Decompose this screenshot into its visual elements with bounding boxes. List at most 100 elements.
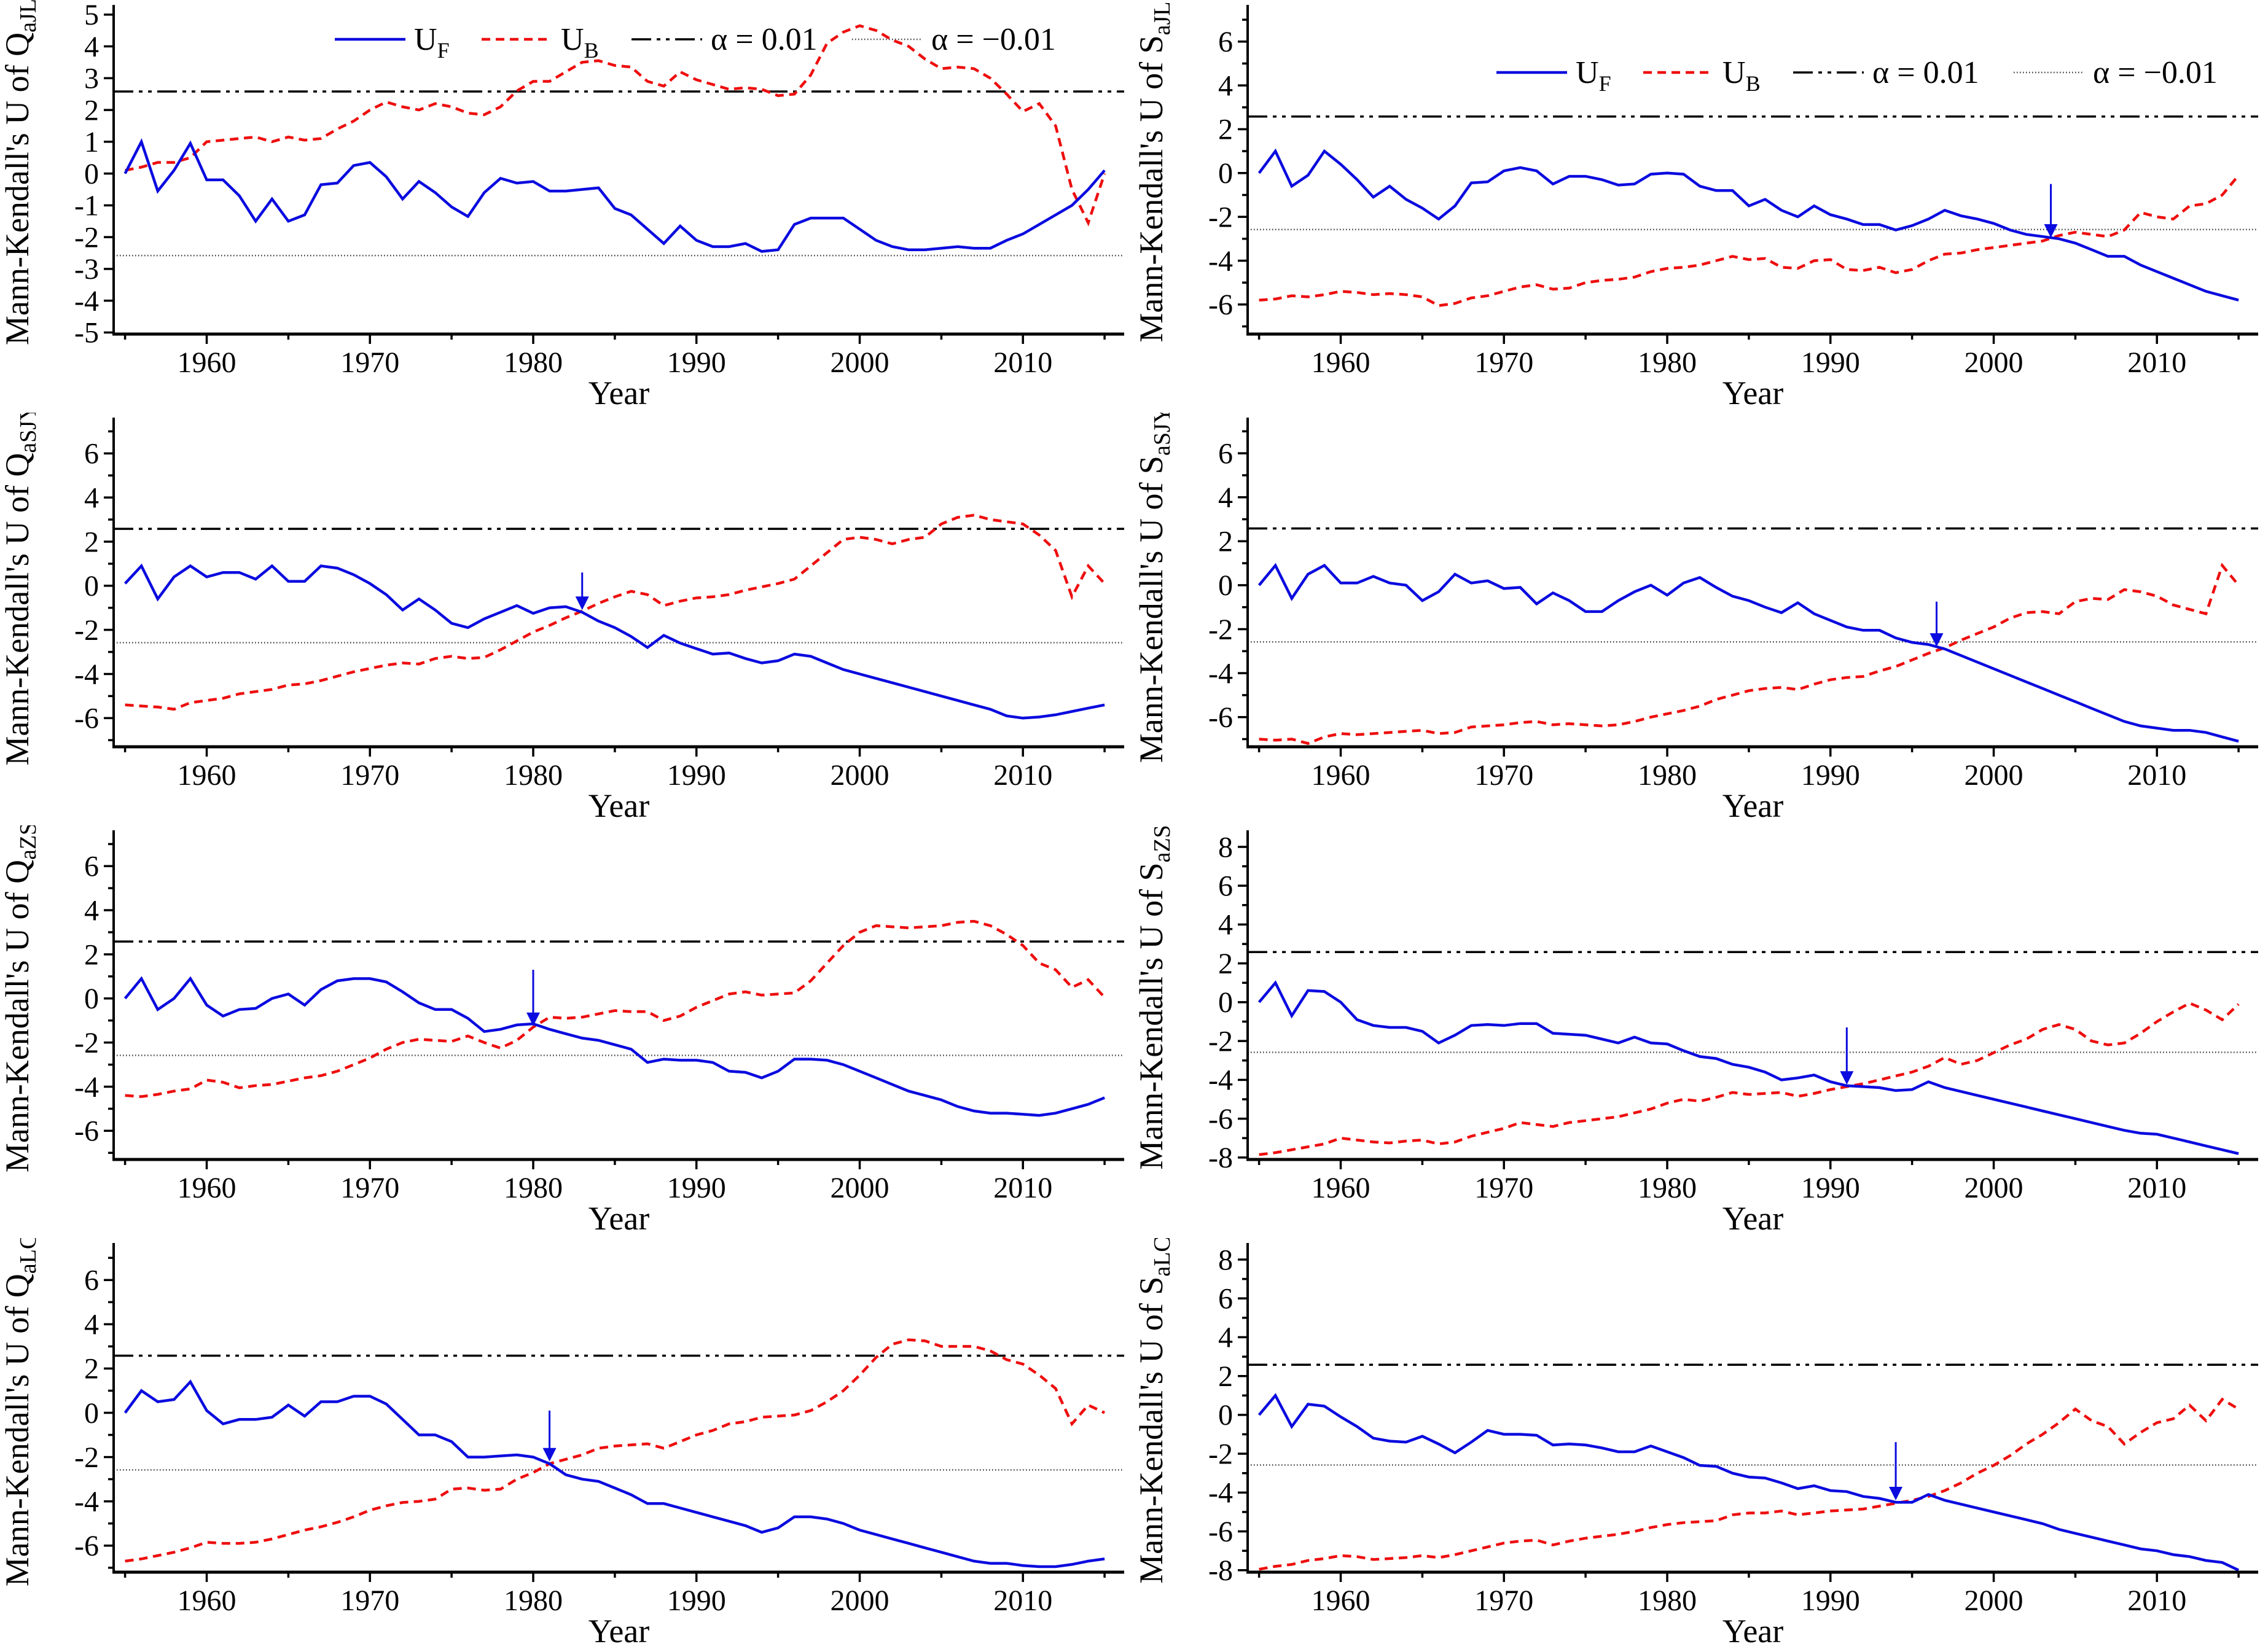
y-axis-title: Mann-Kendall's U of SaZS [1134,825,1175,1170]
y-tick-label: -2 [74,1027,99,1059]
y-tick-label: -2 [74,221,99,254]
y-tick-label: 5 [84,0,99,31]
y-tick-label: -4 [1208,1477,1233,1510]
x-tick-label: 2010 [2127,1584,2186,1617]
x-tick-label: 1980 [504,1584,563,1617]
chart-q-azs: 1960 1970 1980 1990 2000 2010 -6 -4 -2 0 2 4 6 Mann-K… [0,825,1124,1237]
y-tick-label: 4 [1218,481,1233,514]
y-tick-label: -6 [1208,289,1233,321]
y-tick-label: -4 [1208,1064,1233,1097]
y-tick-label: -8 [1208,1554,1233,1587]
ub-line [1259,1397,2240,1571]
legend-label: UB [561,22,599,63]
y-tick-label: 6 [84,1264,99,1297]
x-axis-title: Year [1723,1200,1784,1237]
y-tick-label: 2 [1218,948,1233,980]
y-tick-label: 2 [84,1353,99,1385]
ub-line [125,513,1106,711]
ub-line [125,24,1106,227]
x-tick-label: 2010 [993,759,1052,792]
chart-q-asjy: 1960 1970 1980 1990 2000 2010 -6 -4 -2 0 2 4 6 Mann-K… [0,413,1124,824]
y-tick-label: 1 [84,126,99,158]
y-tick-label: -1 [74,190,99,222]
y-tick-label: -3 [74,253,99,286]
y-tick-label: 4 [84,894,99,927]
change-point-arrow-head [1840,1071,1854,1085]
y-tick-label: -4 [74,658,99,691]
x-tick-label: 1980 [504,346,563,379]
uf-line [1257,148,2239,302]
y-tick-label: -4 [74,1486,99,1518]
y-tick-label: 0 [84,1397,99,1430]
y-axis-title: Mann-Kendall's U of SaLC [1134,1238,1175,1584]
panel-q-alc: 1960 1970 1980 1990 2000 2010 -6 -4 -2 0 2 4 6 Mann-K… [0,1238,1134,1651]
x-axis-title: Year [589,1200,650,1237]
uf-line [123,1379,1105,1568]
x-tick-label: 2000 [1965,1172,2024,1204]
change-point-arrow-head [526,1012,540,1026]
chart-s-azs: 1960 1970 1980 1990 2000 2010 -8 -6 -4 -2 0 2 4 6 8 Man… [1134,825,2258,1237]
y-tick-label: -6 [1208,1103,1233,1136]
y-tick-label: 2 [84,938,99,971]
x-tick-label: 1960 [178,346,237,379]
y-tick-label: 2 [1218,114,1233,146]
y-tick-label: 3 [84,63,99,95]
x-tick-label: 1990 [667,1584,726,1617]
x-axis-title: Year [589,375,650,411]
uf-line [123,138,1106,253]
uf-line [123,976,1105,1117]
x-tick-label: 1980 [1638,1172,1697,1204]
y-tick-label: 0 [1218,986,1233,1019]
x-tick-label: 2000 [831,1172,890,1204]
legend-label: α = −0.01 [2093,55,2218,90]
legend: UF UB α = 0.01 α = −0.01 [1496,55,2218,96]
y-tick-label: 0 [1218,157,1233,190]
y-tick-label: 8 [1218,1244,1233,1276]
uf-line [1257,1393,2240,1572]
ub-line [1259,1002,2240,1156]
legend: UF UB α = 0.01 α = −0.01 [335,22,1056,63]
y-tick-label: 2 [84,94,99,127]
y-tick-label: -4 [1208,245,1233,278]
panel-q-asjy: 1960 1970 1980 1990 2000 2010 -6 -4 -2 0 2 4 6 Mann-K… [0,413,1134,825]
y-tick-label: -6 [1208,701,1233,734]
x-tick-label: 1960 [1312,1172,1371,1204]
x-tick-label: 1970 [340,346,399,379]
change-point-arrow-head [542,1447,557,1462]
y-tick-label: -6 [1208,1516,1233,1548]
change-point-arrow-head [1930,633,1944,647]
uf-line [1257,563,2239,743]
y-tick-label: -2 [1208,614,1233,646]
x-tick-label: 1980 [1638,759,1697,792]
y-axis-title: Mann-Kendall's U of QaSJY [0,413,41,766]
x-tick-label: 1970 [1474,759,1533,792]
chart-q-ajl: 1960 1970 1980 1990 2000 2010 -5-4-3-2-1012345… [0,0,1124,411]
y-tick-label: 6 [84,438,99,470]
y-axis-title: Mann-Kendall's U of QaLC [0,1238,41,1586]
x-tick-label: 2000 [1965,759,2024,792]
y-axis-title: Mann-Kendall's U of QaJL [0,0,41,345]
x-tick-label: 1970 [340,759,399,792]
y-axis-title: Mann-Kendall's U of QaZS [0,825,41,1172]
x-tick-label: 1990 [1801,1584,1860,1617]
x-tick-label: 1960 [1312,759,1371,792]
x-tick-label: 2000 [1965,1584,2024,1617]
y-tick-label: 0 [1218,1399,1233,1432]
y-tick-label: -2 [74,1441,99,1474]
y-tick-label: -8 [1208,1142,1233,1174]
panel-q-azs: 1960 1970 1980 1990 2000 2010 -6 -4 -2 0 2 4 6 Mann-K… [0,825,1134,1238]
x-tick-label: 2010 [993,1584,1052,1617]
y-tick-label: 0 [84,570,99,602]
x-tick-label: 1980 [1638,1584,1697,1617]
x-tick-label: 1960 [1312,346,1371,379]
y-tick-label: -2 [1208,1025,1233,1058]
y-tick-label: 0 [84,158,99,190]
y-tick-label: -5 [74,317,99,349]
x-tick-label: 1990 [667,1172,726,1204]
y-tick-label: 4 [1218,909,1233,941]
x-tick-label: 2010 [993,346,1052,379]
x-tick-label: 1970 [1474,346,1533,379]
y-tick-label: -2 [1208,201,1233,233]
x-tick-label: 1990 [667,759,726,792]
